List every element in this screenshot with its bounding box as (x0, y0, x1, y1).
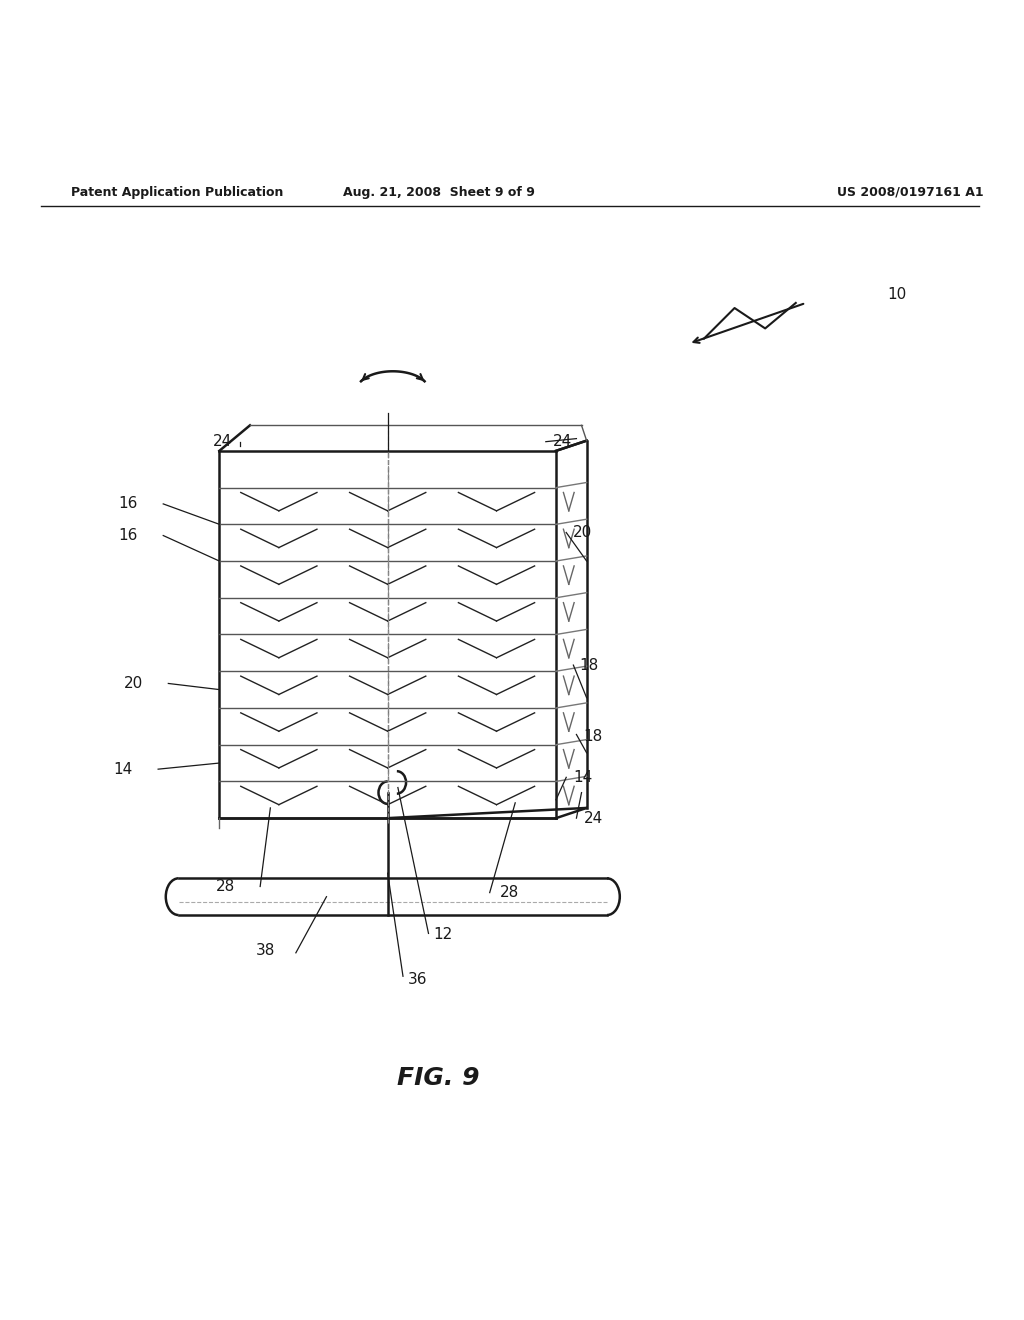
Text: 18: 18 (584, 729, 603, 744)
Text: 24: 24 (584, 810, 603, 825)
Text: 24: 24 (213, 434, 232, 449)
Text: 14: 14 (573, 770, 593, 785)
Text: 16: 16 (119, 496, 138, 511)
Text: 28: 28 (500, 886, 519, 900)
Text: 20: 20 (573, 525, 593, 540)
Text: 28: 28 (215, 879, 234, 894)
Text: Patent Application Publication: Patent Application Publication (72, 186, 284, 198)
Text: Aug. 21, 2008  Sheet 9 of 9: Aug. 21, 2008 Sheet 9 of 9 (343, 186, 535, 198)
Text: 38: 38 (256, 944, 275, 958)
Text: 14: 14 (114, 762, 133, 776)
Text: 24: 24 (553, 434, 572, 449)
Text: 20: 20 (124, 676, 142, 690)
Text: 36: 36 (409, 972, 428, 987)
Text: US 2008/0197161 A1: US 2008/0197161 A1 (837, 186, 983, 198)
Text: 10: 10 (888, 288, 907, 302)
Text: FIG. 9: FIG. 9 (397, 1067, 480, 1090)
Text: 12: 12 (433, 927, 453, 942)
Text: 16: 16 (119, 528, 138, 543)
Text: 18: 18 (580, 657, 599, 673)
